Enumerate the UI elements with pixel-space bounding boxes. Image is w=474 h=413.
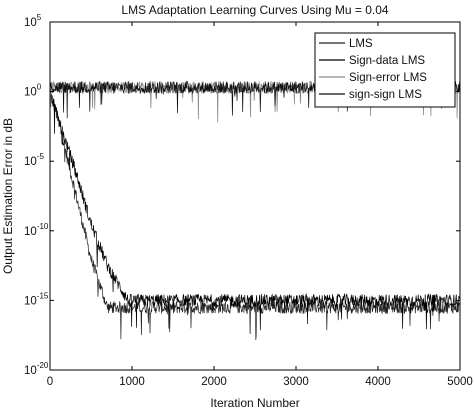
plot-frame	[49, 21, 461, 371]
x-tick-label: 5000	[447, 376, 473, 388]
legend-label-0: LMS	[349, 38, 373, 50]
legend-label-1: Sign-data LMS	[349, 55, 425, 67]
y-tick-label: 10-5	[24, 152, 44, 168]
legend-label-2: Sign-error LMS	[349, 72, 427, 84]
series-line-0	[49, 89, 461, 341]
x-tick-label: 4000	[365, 376, 391, 388]
plot-layer	[49, 80, 461, 341]
chart-title: LMS Adaptation Learning Curves Using Mu …	[121, 3, 388, 17]
ticks-layer: 0 1000 2000 3000 4000 5000 105 100 10-5 10-10 10-1…	[24, 13, 473, 388]
legend-box	[314, 32, 456, 108]
y-tick-label: 10-15	[24, 291, 49, 307]
y-tick-label: 10-10	[24, 222, 49, 238]
legend-label-3: sign-sign LMS	[349, 89, 422, 101]
x-tick-label: 0	[47, 376, 53, 388]
x-tick-label: 2000	[201, 376, 227, 388]
series-line-1	[49, 88, 461, 334]
x-axis-label: Iteration Number	[210, 396, 299, 410]
y-tick-label: 105	[24, 13, 42, 29]
y-axis-label: Output Estimation Error in dB	[1, 118, 15, 274]
y-tick-label: 100	[24, 83, 42, 99]
y-tick-label: 10-20	[24, 361, 49, 377]
x-tick-label: 1000	[119, 376, 145, 388]
x-tick-label: 3000	[283, 376, 309, 388]
legend: LMS Sign-data LMS Sign-error LMS sign-sign …	[314, 32, 456, 108]
